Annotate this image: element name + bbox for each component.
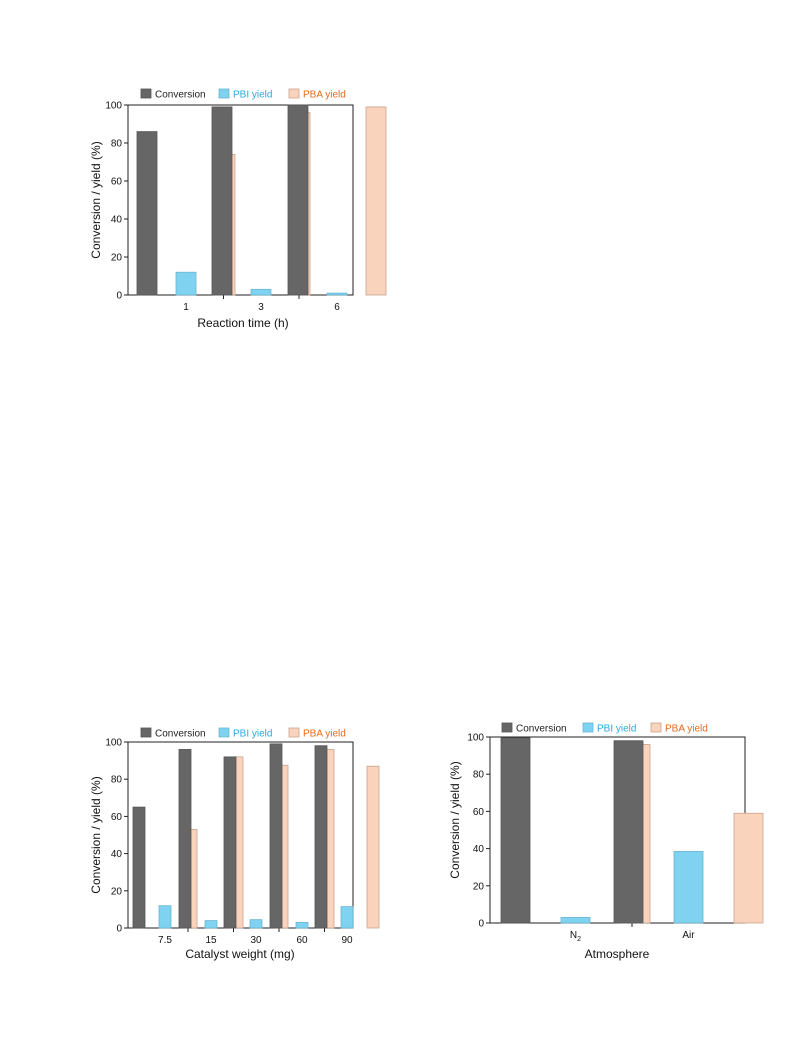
bar-conversion: [613, 740, 644, 924]
x-tick-label: N2: [570, 930, 581, 943]
legend-swatch: [650, 722, 662, 733]
y-tick-label: 20: [473, 881, 485, 892]
bar-pbi-yield: [249, 919, 263, 929]
legend-swatch: [140, 727, 152, 738]
legend-label: PBA yield: [303, 729, 346, 740]
chart-2: 0 20 40 60 80 100 7.5 15 30 60 90 Conversion / yiel…: [89, 727, 380, 961]
legend-swatch: [582, 722, 594, 733]
y-tick-label: 80: [111, 139, 123, 150]
chart-1: 0 20 40 60 80 100 1 3 6 Conversion / yield (%) Rea…: [89, 88, 387, 330]
bar-conversion: [136, 131, 158, 296]
bar-conversion: [211, 106, 233, 296]
bar-pbi-yield: [250, 288, 272, 296]
bar-pbi-yield: [204, 920, 218, 929]
bar-conversion: [269, 743, 283, 929]
legend: Conversion PBI yield PBA yield: [501, 722, 708, 735]
x-axis-label: Catalyst weight (mg): [185, 947, 294, 961]
bar-pbi-yield: [560, 917, 591, 924]
y-tick-label: 80: [473, 770, 485, 781]
bar-pbi-yield: [326, 292, 348, 296]
legend: Conversion PBI yield PBA yield: [140, 88, 346, 101]
y-tick-label: 0: [116, 924, 122, 935]
legend: Conversion PBI yield PBA yield: [140, 727, 346, 740]
y-axis-label: Conversion / yield (%): [89, 776, 103, 893]
x-axis-label: Atmosphere: [585, 947, 650, 961]
y-tick-label: 40: [111, 215, 123, 226]
legend-label: Conversion: [155, 729, 206, 740]
bar-pbi-yield: [340, 906, 354, 929]
bar-conversion: [287, 104, 309, 296]
y-tick-label: 20: [111, 886, 123, 897]
x-tick-label: 30: [250, 935, 262, 946]
bar-pbi-yield: [175, 271, 197, 296]
legend-swatch: [218, 88, 230, 99]
legend-label: PBI yield: [233, 729, 272, 740]
legend-label: PBI yield: [233, 90, 272, 101]
legend-swatch: [288, 88, 300, 99]
y-tick-label: 20: [111, 253, 123, 264]
x-axis-label: Reaction time (h): [197, 316, 288, 330]
y-tick-label: 60: [473, 807, 485, 818]
y-tick-label: 100: [105, 738, 122, 749]
y-tick-label: 0: [116, 291, 122, 302]
y-axis-label: Conversion / yield (%): [448, 761, 462, 878]
y-tick-label: 80: [111, 775, 123, 786]
y-tick-label: 100: [105, 101, 122, 112]
legend-label: PBA yield: [665, 724, 708, 735]
bar-pba-yield: [366, 765, 380, 929]
bar-conversion: [500, 737, 531, 924]
x-tick-label: 7.5: [158, 935, 172, 946]
bar-conversion: [178, 749, 192, 929]
legend-swatch: [218, 727, 230, 738]
bar-pba-yield: [733, 812, 764, 924]
bar-conversion: [223, 756, 237, 929]
y-tick-label: 0: [478, 919, 484, 930]
bar-pba-yield: [365, 106, 387, 296]
x-tick-label: 1: [183, 302, 189, 313]
y-tick-label: 40: [111, 849, 123, 860]
x-tick-label: 15: [205, 935, 217, 946]
legend-swatch: [140, 88, 152, 99]
x-tick-label: Air: [682, 930, 695, 941]
plot-frame: [127, 104, 354, 296]
bar-pbi-yield: [158, 905, 172, 929]
x-tick-label: 90: [341, 935, 353, 946]
legend-label: Conversion: [155, 90, 206, 101]
x-tick-label: 3: [258, 302, 264, 313]
legend-label: PBI yield: [597, 724, 636, 735]
legend-swatch: [501, 722, 513, 733]
y-tick-label: 60: [111, 177, 123, 188]
x-tick-label: 60: [296, 935, 308, 946]
y-axis-label: Conversion / yield (%): [89, 141, 103, 258]
legend-label: PBA yield: [303, 90, 346, 101]
x-tick-label: 6: [334, 302, 340, 313]
chart-3: 0 20 40 60 80 100 N2 Air Conversion / yield (%) A…: [448, 722, 764, 961]
y-tick-label: 60: [111, 812, 123, 823]
bar-conversion: [132, 806, 146, 929]
legend-swatch: [288, 727, 300, 738]
bar-pbi-yield: [673, 850, 704, 924]
y-tick-label: 40: [473, 844, 485, 855]
y-tick-label: 100: [467, 733, 484, 744]
legend-label: Conversion: [516, 724, 567, 735]
bar-conversion: [314, 745, 328, 929]
bar-pbi-yield: [295, 922, 309, 929]
